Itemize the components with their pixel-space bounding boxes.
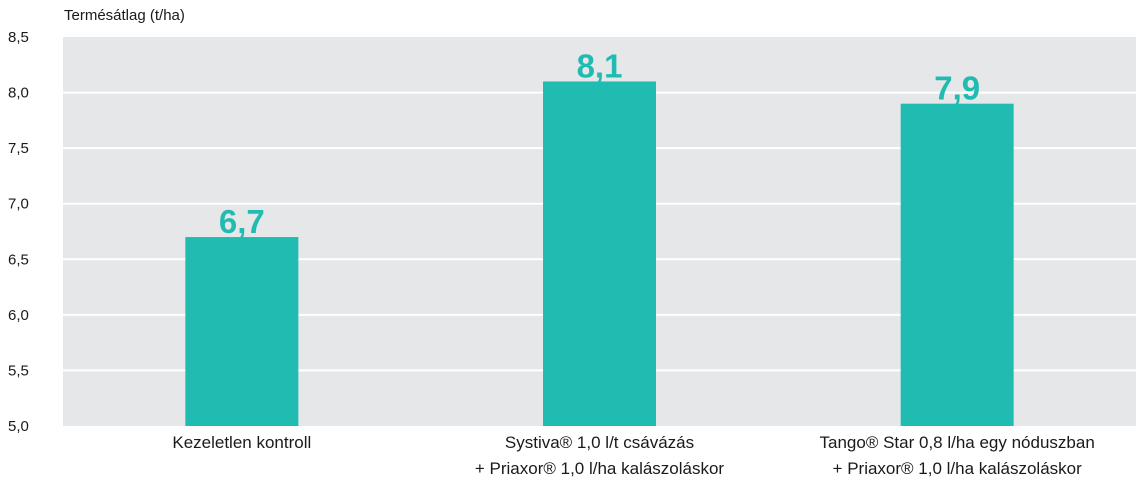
x-category-label: Kezeletlen kontroll — [172, 433, 311, 452]
bar — [185, 237, 299, 426]
data-label: 7,9 — [934, 70, 980, 107]
y-axis-label: Termésátlag (t/ha) — [64, 7, 185, 24]
y-tick-label: 8,5 — [8, 29, 29, 46]
x-category-label: Tango® Star 0,8 l/ha egy nóduszban — [820, 433, 1095, 452]
y-tick-label: 6,5 — [8, 251, 29, 268]
x-category-label: + Priaxor® 1,0 l/ha kalászoláskor — [475, 459, 725, 478]
y-tick-label: 5,5 — [8, 362, 29, 379]
data-label: 6,7 — [219, 203, 265, 240]
y-tick-label: 8,0 — [8, 85, 29, 102]
y-tick-label: 5,0 — [8, 418, 29, 435]
y-tick-label: 7,0 — [8, 196, 29, 213]
x-category-label: Systiva® 1,0 l/t csávázás — [505, 433, 694, 452]
bar — [900, 103, 1014, 426]
y-tick-label: 6,0 — [8, 307, 29, 324]
y-tick-label: 7,5 — [8, 140, 29, 157]
data-label: 8,1 — [577, 47, 623, 84]
bar — [543, 81, 656, 426]
x-category-label: + Priaxor® 1,0 l/ha kalászoláskor — [833, 459, 1083, 478]
